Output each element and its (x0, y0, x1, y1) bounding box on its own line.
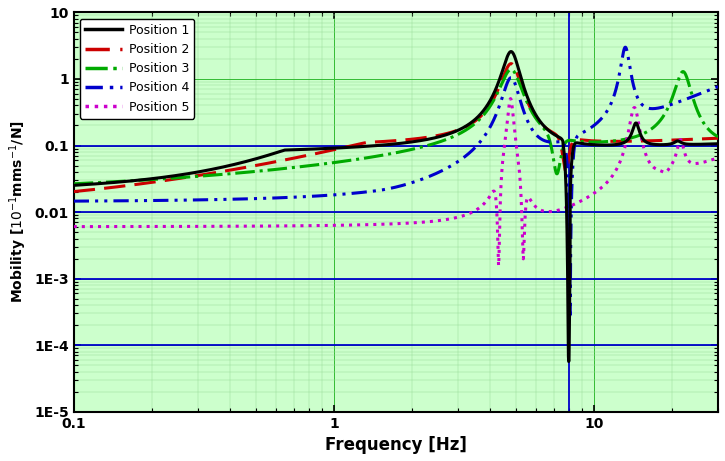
Position 2 (600, 138, 608, 144)
Position 3 (315, 162, 324, 167)
Y-axis label: Mobility [$10^{-1}$mms$^{-1}$/N]: Mobility [$10^{-1}$mms$^{-1}$/N] (7, 121, 28, 303)
Position 5 (456, 214, 465, 219)
Position 1 (456, 126, 465, 132)
Line: Position 2: Position 2 (74, 64, 718, 192)
Position 2 (315, 150, 324, 155)
Position 4 (600, 113, 608, 119)
Position 3 (186, 174, 195, 180)
Position 1 (70, 183, 78, 188)
Position 4 (713, 84, 722, 89)
Position 1 (489, 93, 497, 98)
Line: Position 4: Position 4 (74, 47, 718, 315)
Position 5 (713, 155, 722, 160)
Position 4 (489, 119, 497, 124)
Position 5 (600, 183, 608, 189)
Position 4 (186, 197, 195, 203)
Position 3 (550, 163, 559, 169)
Position 1 (600, 142, 608, 148)
Position 2 (713, 136, 722, 141)
Position 1 (315, 146, 324, 152)
Position 1 (186, 171, 195, 176)
Position 3 (456, 130, 465, 136)
Position 5 (494, 263, 503, 268)
Position 5 (186, 224, 195, 229)
Legend: Position 1, Position 2, Position 3, Position 4, Position 5: Position 1, Position 2, Position 3, Posi… (80, 19, 194, 118)
Line: Position 5: Position 5 (74, 99, 718, 266)
Position 2 (186, 174, 195, 179)
Position 5 (550, 208, 559, 214)
Position 1 (550, 132, 559, 137)
Position 5 (315, 223, 324, 228)
Position 2 (489, 98, 497, 103)
Position 4 (566, 312, 574, 318)
Position 3 (70, 181, 78, 187)
Position 3 (489, 99, 497, 105)
Position 4 (70, 198, 78, 204)
Position 2 (507, 61, 515, 66)
Line: Position 1: Position 1 (74, 52, 718, 361)
X-axis label: Frequency [Hz]: Frequency [Hz] (325, 436, 467, 454)
Position 4 (456, 157, 465, 163)
Position 4 (621, 44, 630, 50)
Position 1 (564, 359, 573, 364)
Position 4 (315, 193, 324, 199)
Position 2 (70, 189, 78, 195)
Position 1 (713, 141, 722, 147)
Position 3 (600, 139, 608, 145)
Position 5 (506, 96, 515, 101)
Position 4 (550, 139, 559, 145)
Position 5 (70, 224, 78, 230)
Position 2 (456, 126, 465, 132)
Position 3 (713, 134, 722, 140)
Position 2 (550, 131, 559, 136)
Position 3 (507, 67, 515, 72)
Line: Position 3: Position 3 (74, 70, 718, 184)
Position 1 (507, 49, 515, 54)
Position 5 (489, 189, 497, 195)
